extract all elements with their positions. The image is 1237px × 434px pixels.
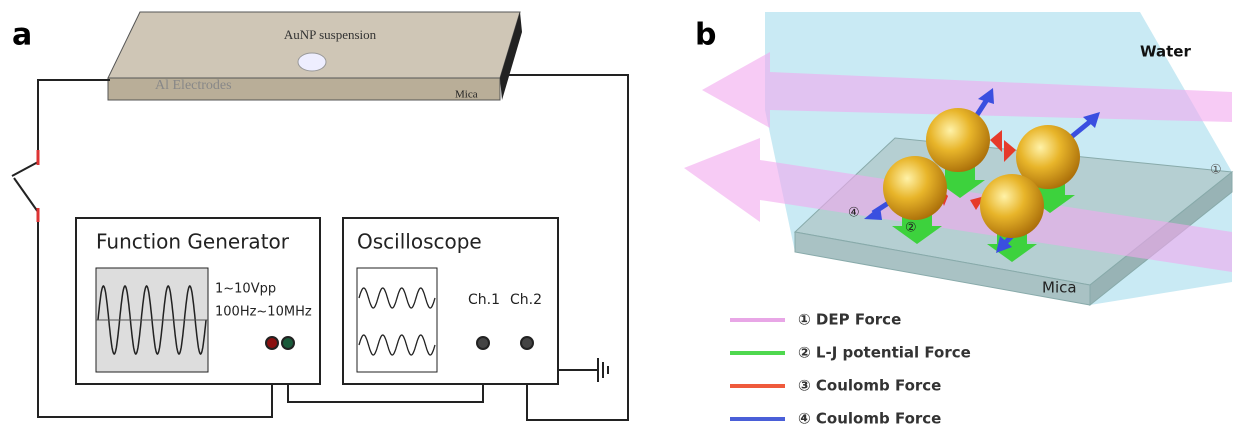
force-marker: ② bbox=[905, 221, 917, 236]
device: AuNP suspension Al Electrodes Mica bbox=[108, 12, 522, 101]
spec-text: 100Hz~10MHz bbox=[215, 305, 312, 320]
panel-label: b bbox=[695, 18, 716, 53]
device-label: Mica bbox=[455, 89, 478, 101]
channel-label: Ch.2 bbox=[510, 292, 542, 308]
device-label: AuNP suspension bbox=[284, 27, 377, 42]
oscilloscope: Oscilloscope Ch.1 Ch.2 bbox=[343, 218, 558, 384]
force-marker: ④ bbox=[848, 206, 860, 221]
figure: a AuNP suspension Al Electrodes Mica bbox=[0, 0, 1237, 434]
legend-label: ④ Coulomb Force bbox=[798, 410, 941, 428]
legend-label: ③ Coulomb Force bbox=[798, 377, 941, 395]
spec-text: 1~10Vpp bbox=[215, 282, 276, 297]
panel-label: a bbox=[12, 18, 32, 53]
function-generator: Function Generator 1~10Vpp 100Hz~10MHz bbox=[76, 218, 320, 384]
substrate-label: Mica bbox=[1042, 279, 1077, 297]
box-title: Oscilloscope bbox=[357, 230, 482, 254]
legend: ① DEP Force ② L-J potential Force ③ Coulom… bbox=[730, 311, 971, 428]
panel-a: a AuNP suspension Al Electrodes Mica bbox=[12, 12, 628, 420]
medium-label: Water bbox=[1140, 43, 1191, 61]
legend-label: ② L-J potential Force bbox=[798, 344, 971, 362]
panel-b: b bbox=[684, 12, 1232, 428]
box-title: Function Generator bbox=[96, 230, 290, 254]
legend-label: ① DEP Force bbox=[798, 311, 901, 329]
device-label: Al Electrodes bbox=[155, 78, 232, 93]
channel-label: Ch.1 bbox=[468, 292, 500, 308]
force-marker: ① bbox=[1210, 163, 1222, 178]
